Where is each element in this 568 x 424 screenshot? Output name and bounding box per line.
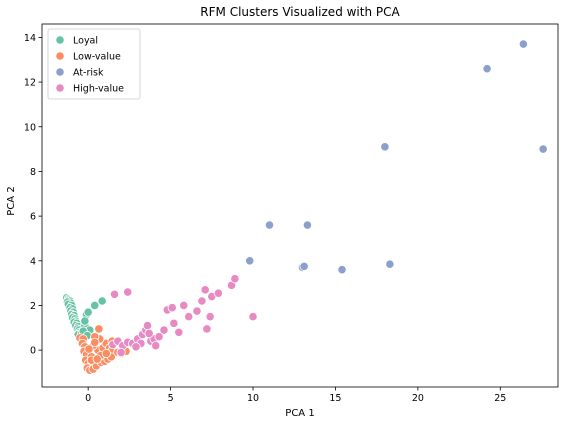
point-at-risk-10 <box>538 144 548 154</box>
point-low-value-34 <box>84 344 94 354</box>
point-loyal-31 <box>97 296 107 306</box>
legend-marker-at-risk <box>55 67 65 77</box>
point-high-value-32 <box>131 342 141 352</box>
legend-marker-loyal <box>55 35 65 45</box>
point-loyal-34 <box>80 316 90 326</box>
y-tick-label: 10 <box>24 122 36 133</box>
point-high-value-10 <box>142 320 153 331</box>
point-high-value-22 <box>192 306 202 316</box>
chart-title: RFM Clusters Visualized with PCA <box>200 5 400 19</box>
point-low-value-35 <box>92 354 102 364</box>
point-high-value-26 <box>205 312 215 322</box>
point-high-value-0 <box>109 289 120 299</box>
legend-box <box>47 28 141 100</box>
point-at-risk-1 <box>264 220 275 230</box>
legend-label-at-risk: At-risk <box>73 68 104 79</box>
legend-label-high-value: High-value <box>73 84 124 95</box>
point-loyal-30 <box>90 300 100 311</box>
x-tick-label: 25 <box>494 393 506 404</box>
point-high-value-14 <box>154 332 164 342</box>
point-high-value-1 <box>123 287 133 297</box>
y-tick-label: 14 <box>24 33 36 44</box>
point-high-value-18 <box>169 318 179 328</box>
point-high-value-15 <box>159 325 169 335</box>
point-high-value-24 <box>200 285 210 295</box>
point-high-value-20 <box>179 300 189 311</box>
point-high-value-23 <box>197 296 207 306</box>
x-tick-label: 0 <box>85 393 91 404</box>
points-layer <box>62 39 548 375</box>
point-high-value-28 <box>213 288 223 298</box>
point-high-value-30 <box>230 274 240 284</box>
y-tick-label: 0 <box>30 346 36 357</box>
point-high-value-17 <box>167 303 177 313</box>
x-tick-label: 5 <box>168 393 174 404</box>
legend-marker-high-value <box>55 83 65 93</box>
legend-label-low-value: Low-value <box>73 52 121 63</box>
y-tick-label: 4 <box>30 256 36 267</box>
point-high-value-19 <box>174 327 184 337</box>
point-high-value-31 <box>248 312 258 322</box>
y-tick-label: 8 <box>30 167 36 178</box>
point-at-risk-9 <box>518 39 528 49</box>
legend-label-loyal: Loyal <box>73 36 98 47</box>
point-low-value-33 <box>90 337 100 347</box>
point-high-value-25 <box>202 324 212 334</box>
point-at-risk-8 <box>482 64 492 74</box>
point-at-risk-7 <box>385 259 395 269</box>
point-at-risk-3 <box>299 261 309 271</box>
y-tick-label: 6 <box>30 212 36 223</box>
x-tick-label: 10 <box>247 393 259 404</box>
legend-marker-low-value <box>55 51 65 61</box>
y-tick-label: 2 <box>30 301 36 312</box>
x-tick-label: 15 <box>329 393 341 404</box>
x-axis-label: PCA 1 <box>285 408 314 419</box>
plot-frame <box>41 23 559 388</box>
point-high-value-35 <box>144 328 154 338</box>
point-at-risk-5 <box>337 265 347 275</box>
point-high-value-21 <box>184 312 194 322</box>
x-tick-label: 20 <box>412 393 424 404</box>
point-low-value-28 <box>94 324 104 334</box>
point-at-risk-0 <box>245 256 255 266</box>
point-low-value-32 <box>101 348 111 359</box>
point-at-risk-6 <box>380 142 390 152</box>
axes-layer: 0 5 10 15 20 25 0 2 4 6 8 10 12 14 <box>24 23 559 404</box>
y-tick-label: 12 <box>24 78 36 89</box>
point-loyal-28 <box>83 307 93 317</box>
legend: Loyal Low-value At-risk High-value <box>47 28 141 100</box>
point-high-value-33 <box>151 341 161 351</box>
point-at-risk-4 <box>302 220 313 230</box>
y-axis-label: PCA 2 <box>6 186 17 215</box>
point-high-value-34 <box>116 347 126 357</box>
